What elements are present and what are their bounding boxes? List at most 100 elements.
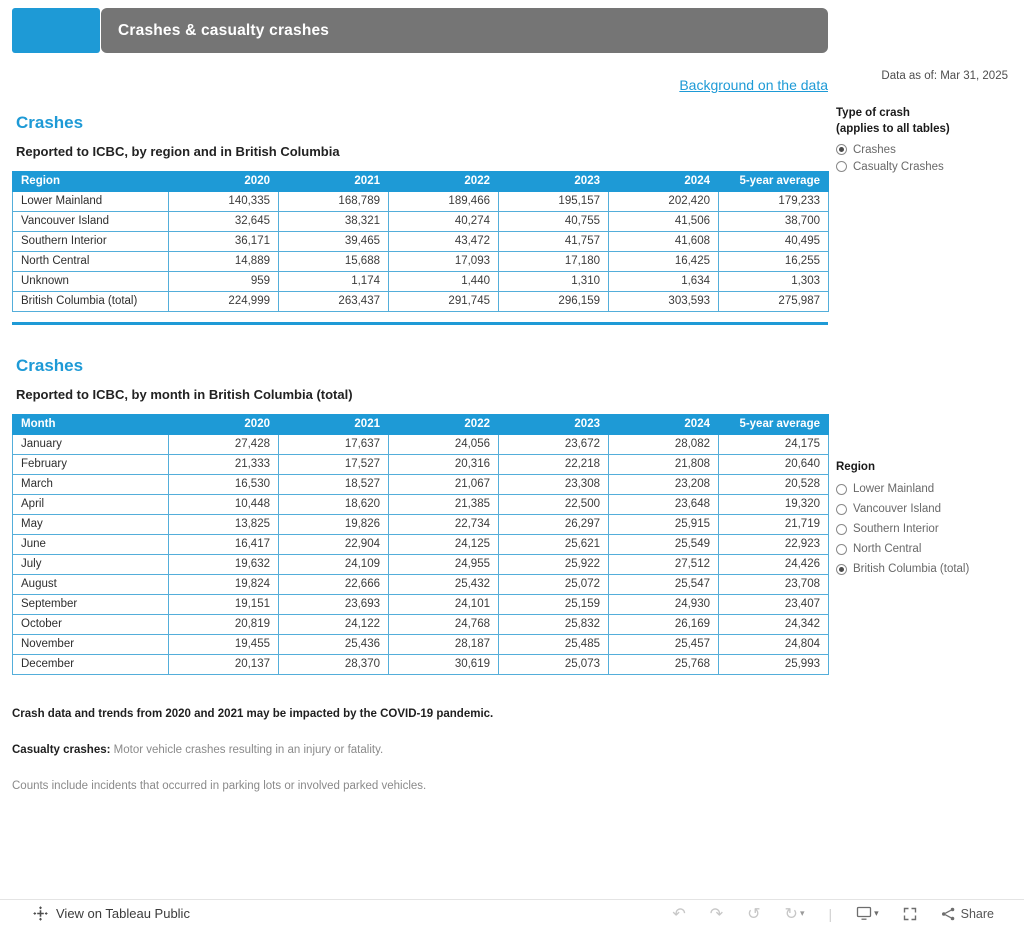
cell-value[interactable]: 16,255 [718,251,829,272]
refresh-icon[interactable]: ↻ [784,903,798,923]
cell-value[interactable]: 23,407 [718,594,829,615]
cell-value[interactable]: 13,825 [168,514,279,535]
cell-value[interactable]: 25,547 [608,574,719,595]
cell-value[interactable]: 38,700 [718,211,829,232]
cell-value[interactable]: 28,370 [278,654,389,675]
cell-value[interactable]: 1,303 [718,271,829,292]
fullscreen-icon[interactable] [903,907,917,921]
cell-value[interactable]: 40,755 [498,211,609,232]
column-header[interactable]: 2024 [608,171,719,192]
radio-icon[interactable] [836,483,847,495]
cell-value[interactable]: 202,420 [608,191,719,212]
cell-value[interactable]: 23,648 [608,494,719,515]
cell-value[interactable]: 43,472 [388,231,499,252]
radio-icon[interactable] [836,523,847,535]
cell-value[interactable]: 22,923 [718,534,829,555]
cell-value[interactable]: 16,425 [608,251,719,272]
cell-value[interactable]: 25,159 [498,594,609,615]
column-header[interactable]: 2023 [498,414,609,435]
radio-icon[interactable] [836,161,847,172]
radio-option-british-columbia-total[interactable]: British Columbia (total) [836,559,1020,579]
cell-value[interactable]: 14,889 [168,251,279,272]
cell-value[interactable]: 20,819 [168,614,279,635]
cell-value[interactable]: 21,808 [608,454,719,475]
cell-value[interactable]: 25,432 [388,574,499,595]
cell-value[interactable]: 21,067 [388,474,499,495]
cell-value[interactable]: 25,832 [498,614,609,635]
cell-value[interactable]: 24,804 [718,634,829,655]
cell-value[interactable]: 275,987 [718,291,829,312]
cell-value[interactable]: 28,082 [608,434,719,455]
column-header[interactable]: 2022 [388,171,499,192]
cell-value[interactable]: 19,632 [168,554,279,575]
column-header[interactable]: 5-year average [718,414,829,435]
cell-value[interactable]: 24,175 [718,434,829,455]
device-layout-control[interactable]: ▾ [856,906,879,921]
cell-value[interactable]: 25,915 [608,514,719,535]
cell-value[interactable]: 16,417 [168,534,279,555]
cell-value[interactable]: 19,320 [718,494,829,515]
row-label[interactable]: April [12,494,169,515]
cell-value[interactable]: 17,527 [278,454,389,475]
column-header[interactable]: 2020 [168,171,279,192]
cell-value[interactable]: 25,073 [498,654,609,675]
cell-value[interactable]: 24,125 [388,534,499,555]
cell-value[interactable]: 25,993 [718,654,829,675]
cell-value[interactable]: 32,645 [168,211,279,232]
cell-value[interactable]: 20,640 [718,454,829,475]
column-header[interactable]: 2020 [168,414,279,435]
cell-value[interactable]: 189,466 [388,191,499,212]
cell-value[interactable]: 1,634 [608,271,719,292]
cell-value[interactable]: 19,824 [168,574,279,595]
cell-value[interactable]: 26,297 [498,514,609,535]
row-label[interactable]: Unknown [12,271,169,292]
cell-value[interactable]: 22,666 [278,574,389,595]
column-header[interactable]: 2022 [388,414,499,435]
cell-value[interactable]: 25,485 [498,634,609,655]
cell-value[interactable]: 38,321 [278,211,389,232]
cell-value[interactable]: 21,333 [168,454,279,475]
cell-value[interactable]: 21,719 [718,514,829,535]
cell-value[interactable]: 24,056 [388,434,499,455]
cell-value[interactable]: 17,180 [498,251,609,272]
row-label[interactable]: March [12,474,169,495]
cell-value[interactable]: 27,428 [168,434,279,455]
cell-value[interactable]: 24,101 [388,594,499,615]
row-label[interactable]: May [12,514,169,535]
share-button[interactable]: Share [941,907,994,921]
cell-value[interactable]: 140,335 [168,191,279,212]
cell-value[interactable]: 20,137 [168,654,279,675]
redo-icon[interactable]: ↷ [709,903,724,923]
row-label[interactable]: November [12,634,169,655]
column-header[interactable]: 2021 [278,171,389,192]
row-label[interactable]: August [12,574,169,595]
view-on-tableau-button[interactable]: View on Tableau Public [33,906,190,921]
row-label[interactable]: Vancouver Island [12,211,169,232]
radio-icon[interactable] [836,503,847,515]
cell-value[interactable]: 1,174 [278,271,389,292]
row-label[interactable]: September [12,594,169,615]
cell-value[interactable]: 25,768 [608,654,719,675]
row-label[interactable]: Southern Interior [12,231,169,252]
cell-value[interactable]: 25,621 [498,534,609,555]
cell-value[interactable]: 10,448 [168,494,279,515]
cell-value[interactable]: 296,159 [498,291,609,312]
cell-value[interactable]: 24,768 [388,614,499,635]
cell-value[interactable]: 16,530 [168,474,279,495]
cell-value[interactable]: 41,506 [608,211,719,232]
cell-value[interactable]: 25,436 [278,634,389,655]
cell-value[interactable]: 41,757 [498,231,609,252]
radio-option-vancouver-island[interactable]: Vancouver Island [836,499,1020,519]
chevron-down-icon[interactable]: ▾ [874,908,879,919]
cell-value[interactable]: 23,693 [278,594,389,615]
cell-value[interactable]: 24,955 [388,554,499,575]
cell-value[interactable]: 22,218 [498,454,609,475]
cell-value[interactable]: 23,708 [718,574,829,595]
cell-value[interactable]: 40,274 [388,211,499,232]
cell-value[interactable]: 40,495 [718,231,829,252]
cell-value[interactable]: 18,527 [278,474,389,495]
cell-value[interactable]: 17,093 [388,251,499,272]
radio-option-lower-mainland[interactable]: Lower Mainland [836,479,1020,499]
cell-value[interactable]: 22,500 [498,494,609,515]
row-label[interactable]: January [12,434,169,455]
